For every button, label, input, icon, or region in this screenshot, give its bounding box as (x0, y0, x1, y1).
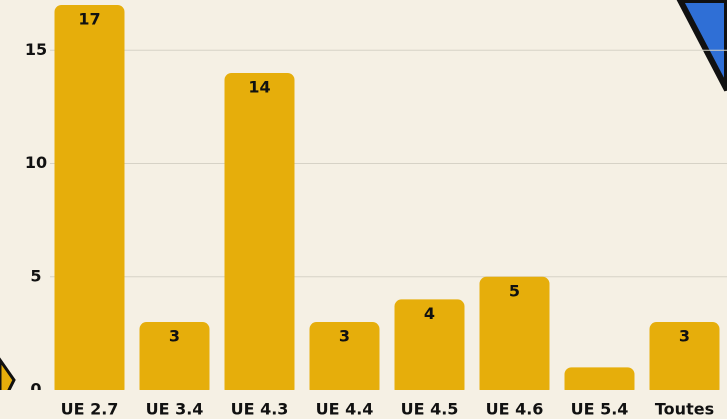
x-tick-label: UE 4.4 (316, 400, 374, 419)
chart: 051015173143453UE 2.7UE 3.4UE 4.3UE 4.4U… (0, 0, 727, 419)
bar (55, 5, 125, 396)
value-label: 5 (509, 281, 520, 300)
x-tick-label: Toutes (655, 400, 714, 419)
value-label: 3 (169, 327, 180, 346)
x-tick-label: UE 5.4 (571, 400, 629, 419)
value-label: 3 (339, 327, 350, 346)
y-tick-label: 15 (25, 40, 47, 59)
value-label: 14 (248, 77, 270, 96)
x-tick-label: UE 2.7 (61, 400, 119, 419)
x-tick-label: UE 4.3 (231, 400, 289, 419)
x-tick-label: UE 4.6 (486, 400, 544, 419)
bar (225, 73, 295, 396)
x-tick-label: UE 3.4 (146, 400, 204, 419)
value-label: 17 (78, 10, 100, 29)
page: {"chart_data": {"type": "bar", "categori… (0, 0, 727, 419)
value-label: 4 (424, 304, 435, 323)
x-tick-label: UE 4.5 (401, 400, 459, 419)
decoration (680, 0, 727, 90)
y-tick-label: 10 (25, 153, 47, 172)
value-label: 3 (679, 327, 690, 346)
y-tick-label: 5 (30, 266, 41, 285)
